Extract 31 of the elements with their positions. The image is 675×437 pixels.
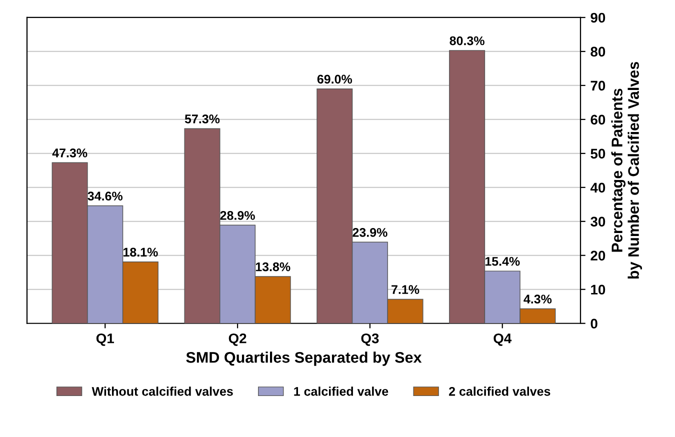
y-tick-label: 50 <box>590 148 606 159</box>
data-label: 34.6% <box>88 192 123 201</box>
x-tick-label: Q2 <box>228 333 246 346</box>
y-tick-label: 40 <box>590 182 606 193</box>
y-tick-label: 0 <box>590 318 598 329</box>
legend-label: 2 calcified valves <box>449 386 550 396</box>
data-label: 69.0% <box>317 74 352 84</box>
y-tick-label: 80 <box>590 46 606 57</box>
data-label: 23.9% <box>352 228 388 237</box>
y-tick-label: 90 <box>590 12 606 23</box>
y-tick-label: 70 <box>590 80 606 91</box>
data-label: 18.1% <box>124 248 158 257</box>
data-label: 28.9% <box>220 211 255 220</box>
x-tick-label: Q1 <box>96 333 114 346</box>
x-tick-label: Q4 <box>494 333 512 346</box>
x-tick-label: Q3 <box>361 333 379 346</box>
data-label: 80.3% <box>450 36 484 46</box>
data-label: 47.3% <box>52 148 88 158</box>
y-tick-label: 60 <box>590 114 606 125</box>
x-axis-title: SMD Quartiles Separated by Sex <box>186 352 422 366</box>
data-label: 15.4% <box>485 256 520 266</box>
data-label: 13.8% <box>256 262 290 272</box>
y-tick-label: 30 <box>590 216 606 227</box>
data-label: 57.3% <box>184 114 220 124</box>
y-tick-label: 10 <box>591 284 606 295</box>
data-label: 7.1% <box>392 285 420 294</box>
legend-label: Without calcified valves <box>92 386 233 396</box>
y-tick-label: 20 <box>590 250 606 261</box>
legend-label: 1 calcified valve <box>294 386 388 396</box>
y-axis-title: Percentage of Patients by Number of Calcified Valves <box>611 62 642 279</box>
data-label: 4.3% <box>524 294 552 304</box>
